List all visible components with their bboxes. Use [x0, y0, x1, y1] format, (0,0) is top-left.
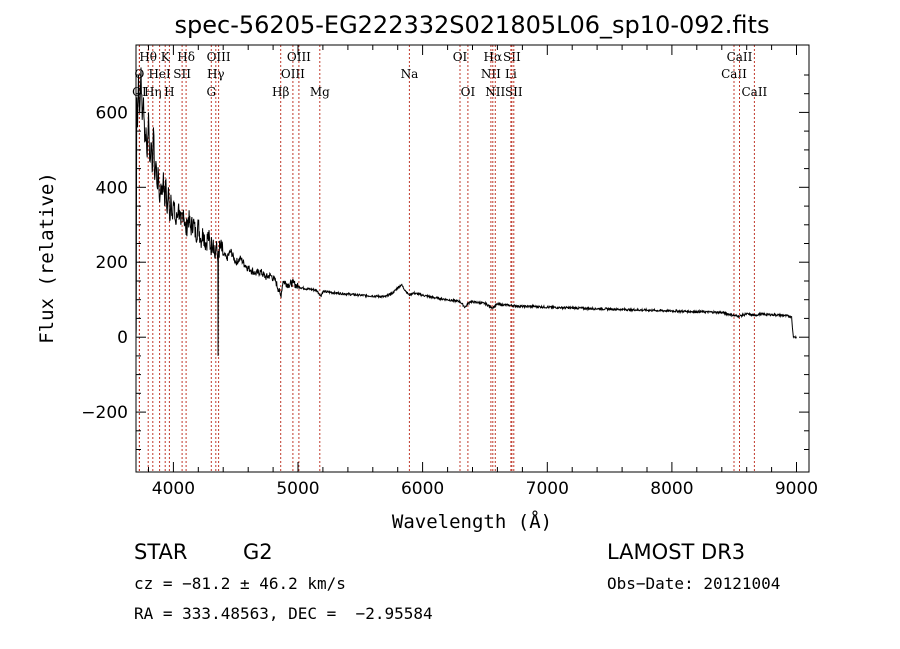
- line-label-9: G: [207, 85, 217, 99]
- line-label-16: Na: [401, 67, 419, 81]
- x-tick-label-2: 6000: [401, 479, 444, 499]
- chart-title: spec-56205-EG222332S021805L06_sp10-092.f…: [175, 11, 770, 39]
- survey-name: LAMOST DR3: [607, 540, 746, 564]
- y-axis-title: Flux (relative): [36, 172, 58, 344]
- object-class: STAR: [134, 540, 188, 564]
- line-label-25: CaII: [721, 67, 747, 81]
- y-tick-label-2: 200: [96, 253, 128, 273]
- redshift-value: cz = −81.2 ± 46.2 km/s: [134, 574, 346, 593]
- spectrum-line: [135, 67, 797, 356]
- line-label-21: NII: [485, 85, 505, 99]
- line-label-6: H: [164, 85, 174, 99]
- line-label-8: Hδ: [177, 50, 195, 64]
- y-tick-label-1: 0: [117, 328, 128, 348]
- line-label-12: Hβ: [272, 85, 289, 99]
- spectrum-layer: [135, 67, 797, 356]
- x-tick-label-5: 9000: [775, 479, 818, 499]
- x-tick-label-0: 4000: [152, 479, 195, 499]
- x-tick-label-4: 8000: [650, 479, 693, 499]
- y-tick-label-3: 400: [96, 178, 128, 198]
- line-label-18: OI: [461, 85, 476, 99]
- coordinates: RA = 333.48563, DEC = −2.95584: [134, 604, 433, 623]
- observation-date: Obs−Date: 20121004: [607, 574, 781, 593]
- line-label-19: NII: [481, 67, 501, 81]
- line-label-7: SII: [173, 67, 191, 81]
- line-label-15: Mg: [310, 85, 330, 99]
- x-axis-title: Wavelength (Å): [392, 510, 552, 533]
- y-tick-label-4: 600: [96, 103, 128, 123]
- y-tick-label-0: −200: [81, 403, 128, 423]
- x-tick-label-1: 5000: [276, 479, 319, 499]
- line-label-24: SII: [505, 85, 523, 99]
- x-tick-label-3: 7000: [526, 479, 569, 499]
- line-label-2: Hθ: [139, 50, 157, 64]
- line-label-10: OIII: [207, 50, 231, 64]
- ticks-layer: 4000 5000 6000 7000 8000 9000 −200 0 200 400 600: [81, 45, 818, 499]
- emission-lines-layer: OOIHθHηHeIKHSIIHδGOIIIHγHβOIIIOIIIMgNaOI…: [132, 45, 768, 472]
- line-label-14: OIII: [287, 50, 311, 64]
- line-label-3: Hη: [144, 85, 162, 99]
- line-label-22: Li: [505, 67, 517, 81]
- object-subclass: G2: [243, 540, 273, 564]
- line-label-27: CaII: [741, 85, 767, 99]
- line-label-5: K: [161, 50, 171, 64]
- line-label-13: OIII: [281, 67, 305, 81]
- line-label-23: SII: [503, 50, 521, 64]
- line-label-26: CaII: [727, 50, 753, 64]
- line-label-11: Hγ: [207, 67, 225, 81]
- line-label-17: OI: [453, 50, 468, 64]
- line-label-4: HeI: [148, 67, 171, 81]
- line-label-20: Hα: [484, 50, 503, 64]
